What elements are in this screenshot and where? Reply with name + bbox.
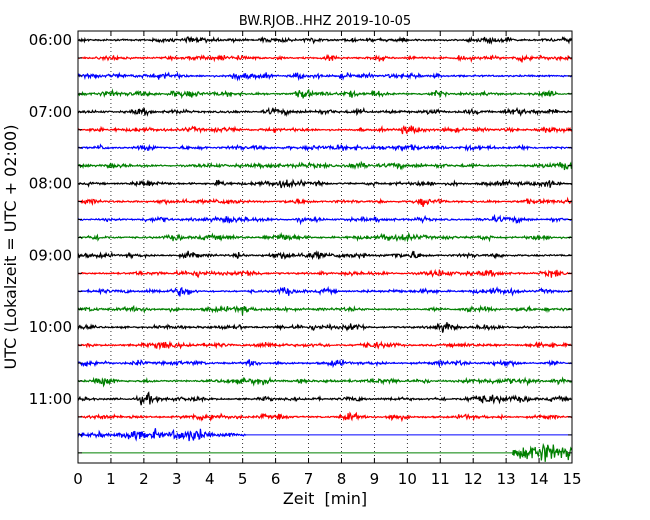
- x-tick-label: 5: [238, 470, 248, 488]
- x-tick-label: 1: [106, 470, 116, 488]
- trace-line: [77, 124, 573, 135]
- trace-line: [77, 178, 573, 189]
- x-tick-label: 6: [271, 470, 281, 488]
- x-tick-label: 0: [73, 470, 83, 488]
- y-tick-label: 10:00: [29, 318, 72, 336]
- x-tick-label: 4: [205, 470, 215, 488]
- x-tick-label: 10: [398, 470, 417, 488]
- trace-line: [77, 196, 573, 208]
- trace-line: [77, 268, 573, 279]
- trace-line: [77, 428, 247, 442]
- trace-line: [77, 53, 573, 63]
- x-tick-label: 13: [497, 470, 516, 488]
- y-tick-label: 08:00: [29, 175, 72, 193]
- trace-line: [77, 231, 573, 243]
- x-tick-label: 3: [172, 470, 182, 488]
- trace-line: [77, 160, 573, 171]
- y-axis: 06:00 07:00 08:00 09:00 10:00 11:00: [29, 31, 572, 454]
- trace-line: [77, 71, 573, 82]
- trace-line: [77, 285, 573, 297]
- x-tick-label: 15: [562, 470, 581, 488]
- trace-line: [77, 143, 573, 152]
- trace-line: [512, 442, 573, 462]
- trace-line: [77, 106, 573, 118]
- trace-line: [77, 250, 572, 261]
- grid-lines: [110, 31, 540, 463]
- x-tick-label: 7: [304, 470, 314, 488]
- trace-line: [77, 391, 573, 406]
- y-tick-label: 06:00: [29, 31, 72, 49]
- trace-line: [77, 340, 573, 351]
- trace-line: [77, 411, 572, 423]
- trace-line: [77, 88, 573, 100]
- trace-line: [77, 213, 572, 226]
- trace-line: [77, 304, 573, 316]
- x-tick-label: 9: [370, 470, 380, 488]
- chart-title: BW.RJOB..HHZ 2019-10-05: [239, 14, 411, 29]
- trace-group: [77, 35, 573, 462]
- x-tick-label: 2: [139, 470, 149, 488]
- x-tick-label: 11: [431, 470, 450, 488]
- trace-line: [77, 322, 573, 333]
- y-tick-label: 11:00: [29, 390, 72, 408]
- x-tick-label: 14: [530, 470, 549, 488]
- trace-line: [77, 376, 573, 388]
- trace-line: [77, 35, 573, 45]
- y-axis-label: UTC (Lokalzeit = UTC + 02:00): [1, 125, 20, 370]
- y-tick-label: 09:00: [29, 246, 72, 264]
- x-tick-label: 8: [337, 470, 347, 488]
- x-tick-label: 12: [464, 470, 483, 488]
- x-axis-label: Zeit [min]: [283, 489, 367, 508]
- trace-line: [77, 358, 573, 369]
- x-axis: 0 1 2 3 4 5 6 7 8 9 10 11 12 13 14 15: [73, 31, 582, 488]
- plot-frame: [77, 30, 573, 464]
- y-tick-label: 07:00: [29, 103, 72, 121]
